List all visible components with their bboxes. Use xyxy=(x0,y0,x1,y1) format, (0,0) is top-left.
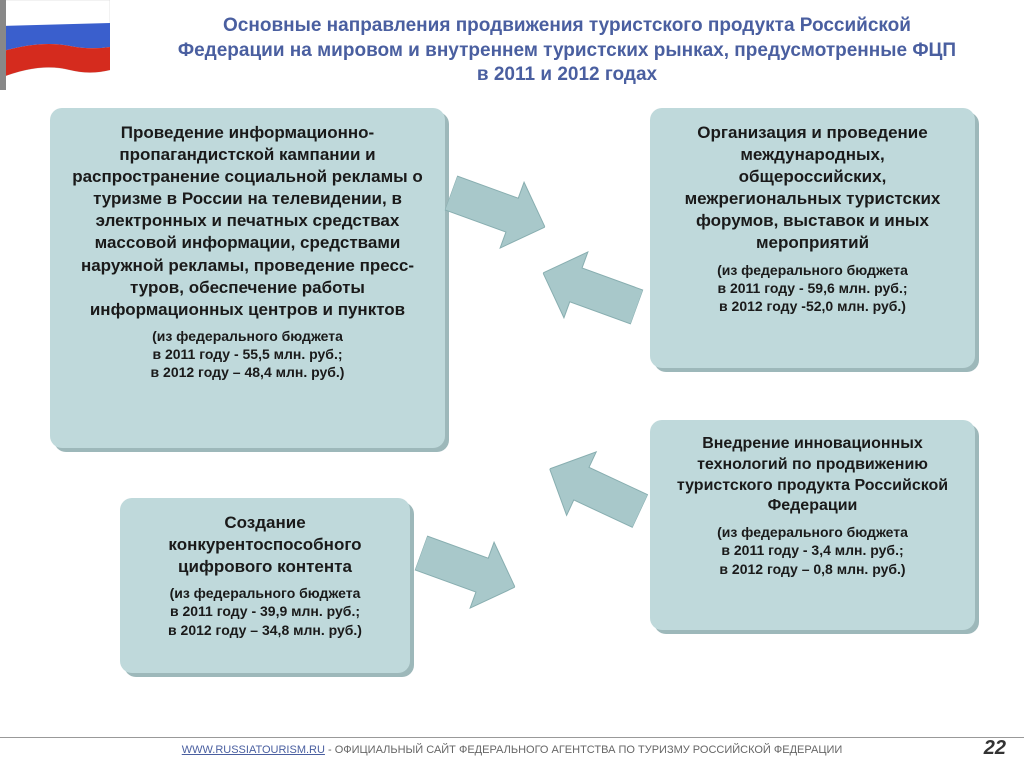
box-innovation-main: Внедрение инновационных технологий по пр… xyxy=(666,434,959,517)
box-innovation: Внедрение инновационных технологий по пр… xyxy=(650,420,975,630)
arrow-0 xyxy=(448,170,548,250)
arrow-2 xyxy=(545,450,645,530)
footer-link[interactable]: WWW.RUSSIATOURISM.RU xyxy=(182,744,325,756)
flag-icon xyxy=(0,0,110,90)
box-digital: Создание конкурентоспособного цифрового … xyxy=(120,498,410,673)
arrow-1 xyxy=(540,250,640,330)
arrow-3 xyxy=(418,530,518,610)
page-title: Основные направления продвижения туристс… xyxy=(170,14,964,88)
footer: WWW.RUSSIATOURISM.RU - ОФИЦИАЛЬНЫЙ САЙТ … xyxy=(0,737,1024,756)
box-forums-sub: (из федерального бюджета в 2011 году - 5… xyxy=(666,261,959,316)
page-number: 22 xyxy=(984,737,1006,760)
box-forums-main: Организация и проведение международных, … xyxy=(666,122,959,255)
box-forums: Организация и проведение международных, … xyxy=(650,108,975,368)
title-text: Основные направления продвижения туристс… xyxy=(178,15,956,85)
box-campaign-sub: (из федерального бюджета в 2011 году - 5… xyxy=(66,327,429,382)
box-campaign-main: Проведение информационно-пропагандистско… xyxy=(66,122,429,321)
box-campaign: Проведение информационно-пропагандистско… xyxy=(50,108,445,448)
footer-text: - ОФИЦИАЛЬНЫЙ САЙТ ФЕДЕРАЛЬНОГО АГЕНТСТВ… xyxy=(325,744,842,756)
box-digital-main: Создание конкурентоспособного цифрового … xyxy=(136,512,394,578)
box-digital-sub: (из федерального бюджета в 2011 году - 3… xyxy=(136,584,394,639)
box-innovation-sub: (из федерального бюджета в 2011 году - 3… xyxy=(666,523,959,578)
